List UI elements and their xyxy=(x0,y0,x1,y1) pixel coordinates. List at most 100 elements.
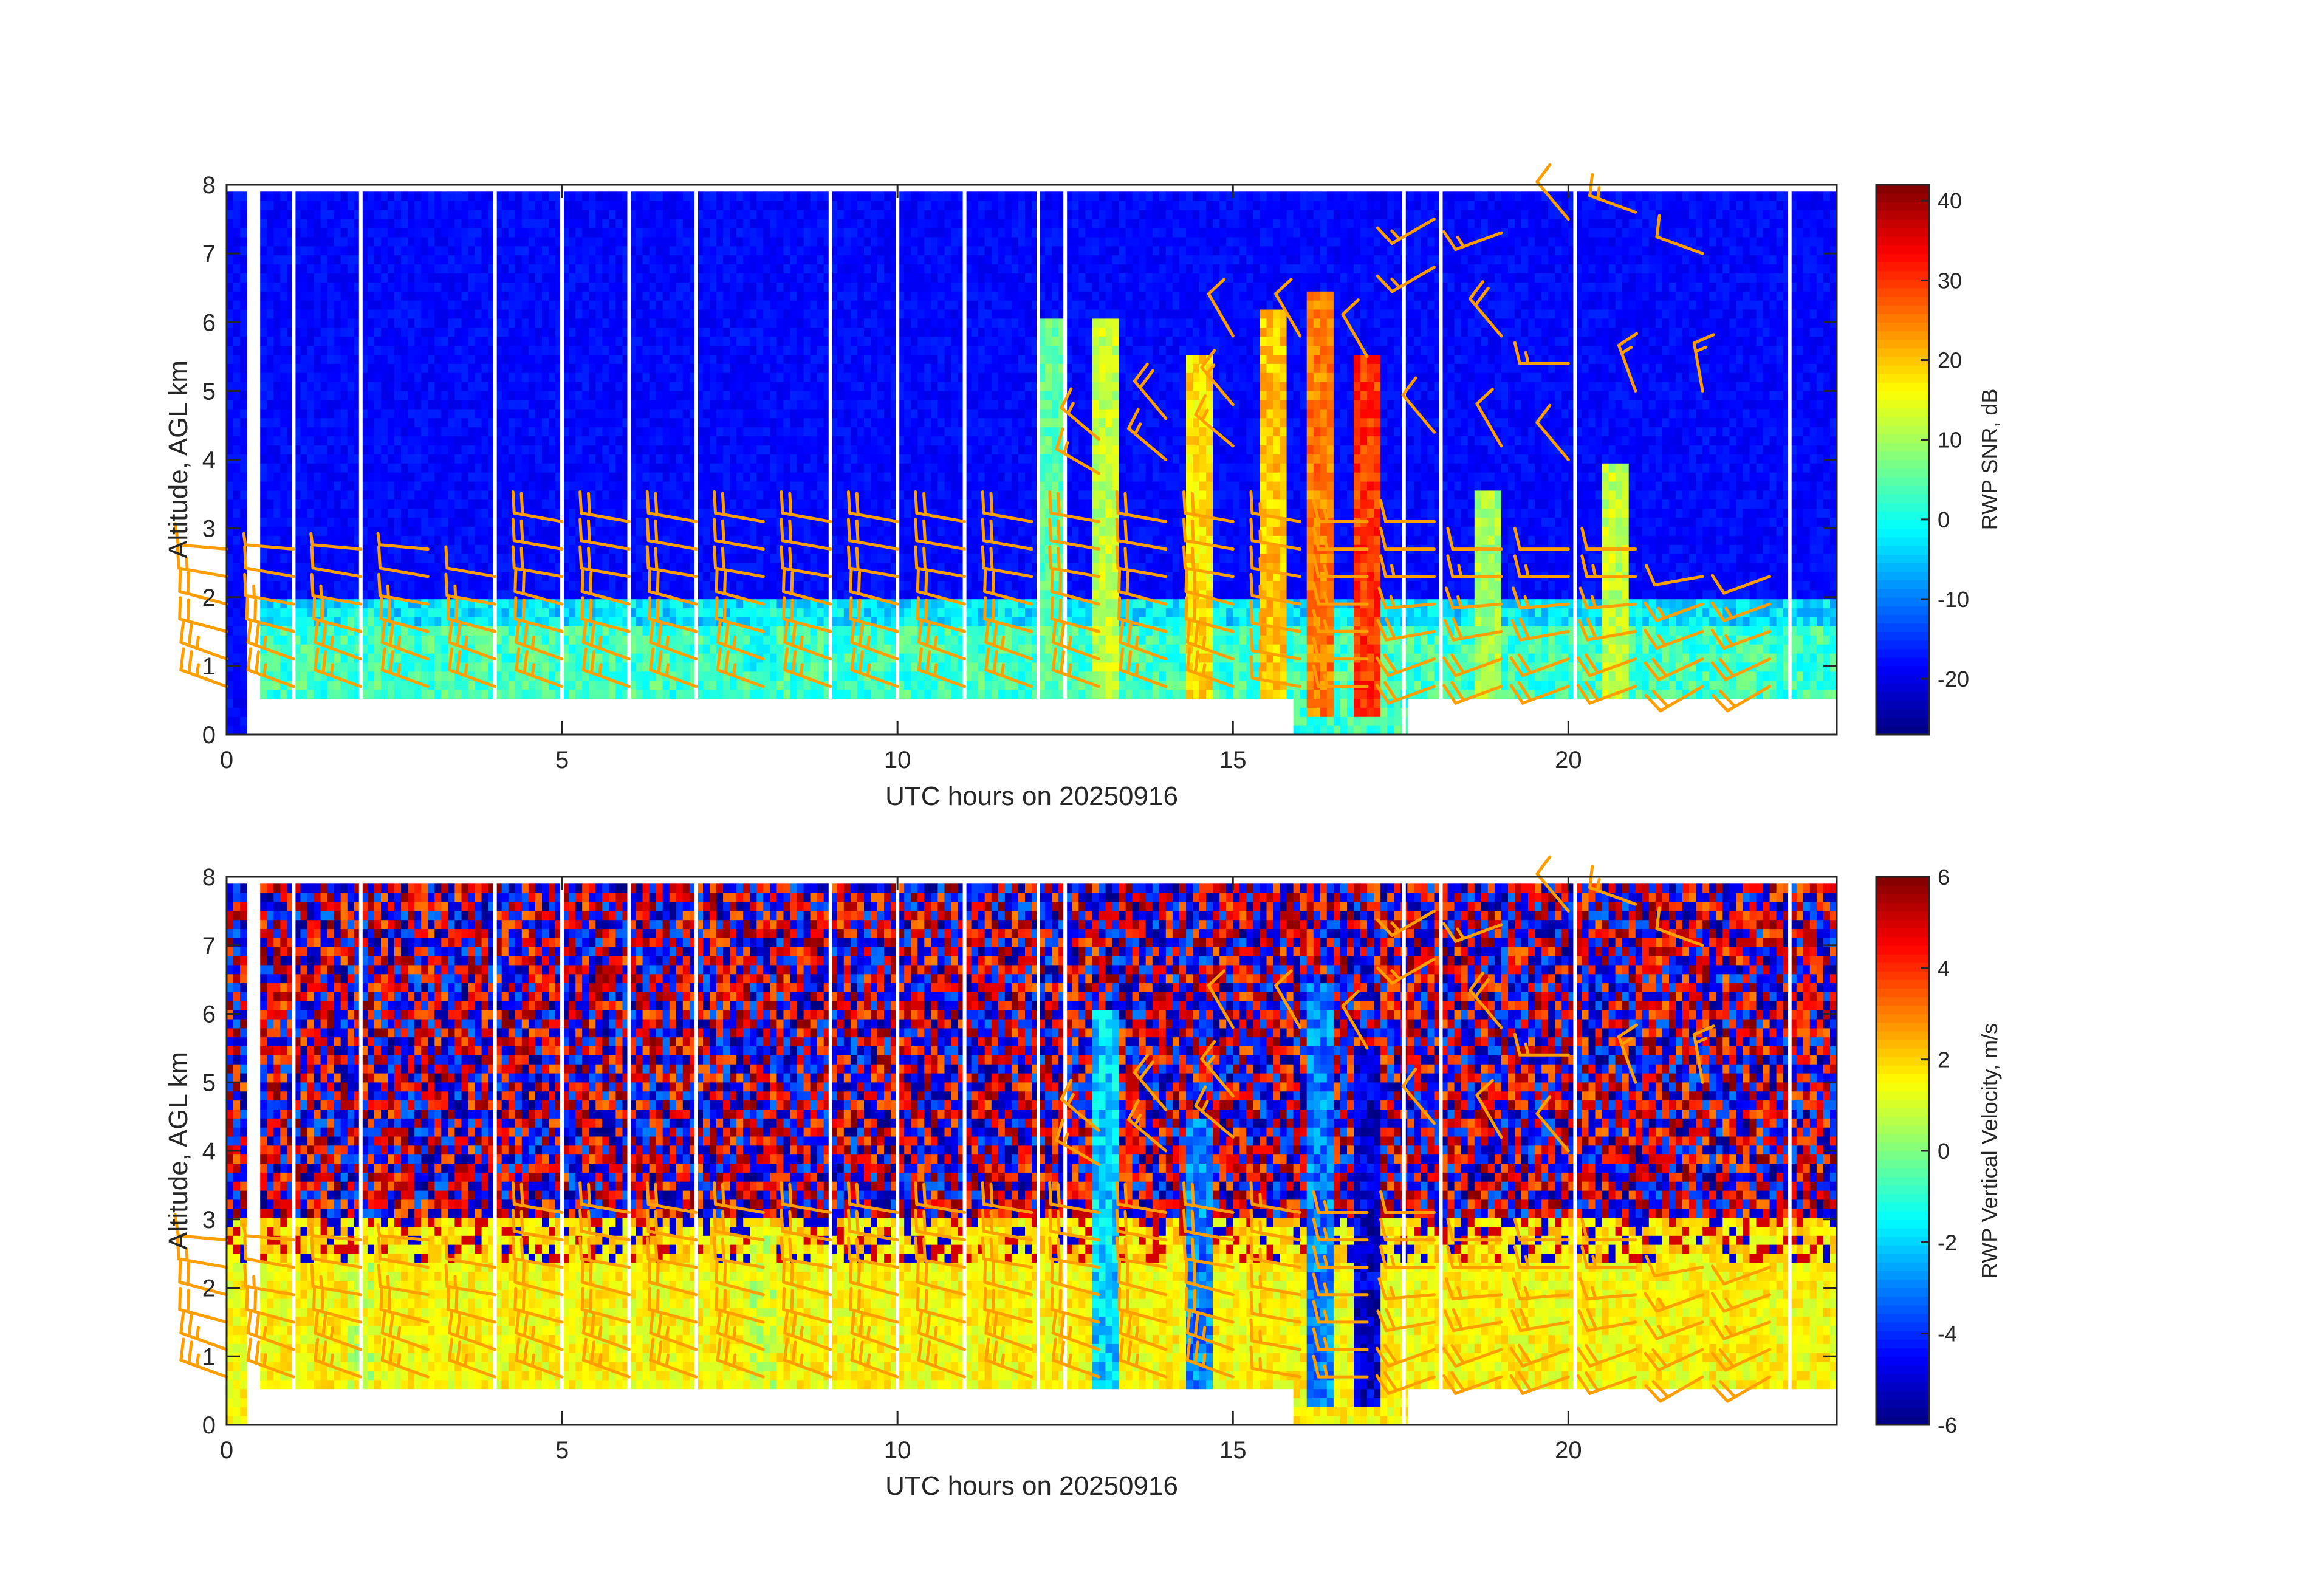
field-cell xyxy=(434,590,442,600)
field-cell xyxy=(341,391,348,400)
field-cell xyxy=(770,363,777,373)
field-cell xyxy=(602,436,609,446)
field-cell xyxy=(756,246,764,256)
field-cell xyxy=(784,210,791,219)
field-cell xyxy=(348,210,355,219)
field-cell xyxy=(374,644,382,654)
field-cell xyxy=(502,391,509,400)
field-cell xyxy=(462,219,469,228)
field-cell xyxy=(408,318,415,328)
field-cell xyxy=(723,472,730,482)
field-cell xyxy=(575,681,583,690)
field-cell xyxy=(750,635,757,645)
field-cell xyxy=(522,255,529,265)
field-cell xyxy=(542,237,549,247)
field-cell xyxy=(535,653,543,663)
field-cell xyxy=(763,445,770,454)
field-cell xyxy=(776,191,784,201)
field-cell xyxy=(582,337,589,346)
field-cell xyxy=(428,363,435,373)
field-cell xyxy=(381,509,388,518)
field-cell xyxy=(602,291,609,301)
field-cell xyxy=(549,201,556,210)
field-cell xyxy=(602,454,609,464)
field-cell xyxy=(394,681,402,690)
field-cell xyxy=(723,427,730,437)
field-cell xyxy=(663,400,670,410)
field-cell xyxy=(582,409,589,419)
field-cell xyxy=(549,237,556,247)
field-cell xyxy=(273,346,281,355)
field-cell xyxy=(448,219,455,228)
field-cell xyxy=(414,563,422,572)
field-cell xyxy=(240,246,247,256)
field-cell xyxy=(515,309,523,319)
field-cell xyxy=(462,400,469,410)
field-cell xyxy=(529,653,536,663)
field-cell xyxy=(240,436,247,446)
field-cell xyxy=(716,309,724,319)
field-cell xyxy=(434,599,442,609)
field-cell xyxy=(307,681,315,690)
field-cell xyxy=(334,363,341,373)
field-cell xyxy=(529,255,536,265)
field-cell xyxy=(227,354,234,364)
field-cell xyxy=(656,354,663,364)
field-cell xyxy=(428,671,435,681)
field-cell xyxy=(408,454,415,464)
field-cell xyxy=(750,526,757,536)
field-cell xyxy=(575,309,583,319)
field-cell xyxy=(475,418,482,428)
field-cell xyxy=(267,255,274,265)
field-cell xyxy=(776,354,784,364)
field-cell xyxy=(233,662,241,672)
field-cell xyxy=(756,191,764,201)
field-cell xyxy=(341,509,348,518)
field-cell xyxy=(502,219,509,228)
field-cell xyxy=(267,454,274,464)
field-cell xyxy=(743,264,750,274)
field-cell xyxy=(260,526,267,536)
field-cell xyxy=(280,309,287,319)
field-cell xyxy=(348,490,355,500)
field-cell xyxy=(475,337,482,346)
field-cell xyxy=(522,690,529,699)
field-cell xyxy=(804,363,811,373)
field-cell xyxy=(374,518,382,527)
field-cell xyxy=(710,372,717,382)
field-cell xyxy=(549,219,556,228)
field-cell xyxy=(509,400,516,410)
field-cell xyxy=(307,690,315,699)
field-cell xyxy=(602,599,609,609)
field-cell xyxy=(468,255,476,265)
field-cell xyxy=(468,264,476,274)
field-cell xyxy=(609,499,616,509)
field-cell xyxy=(716,400,724,410)
field-cell xyxy=(227,653,234,663)
field-cell xyxy=(743,554,750,563)
field-cell xyxy=(595,599,603,609)
field-cell xyxy=(811,318,818,328)
field-cell xyxy=(636,544,643,554)
field-cell xyxy=(595,409,603,419)
field-cell xyxy=(502,282,509,292)
field-cell xyxy=(609,372,616,382)
field-cell xyxy=(509,255,516,265)
field-cell xyxy=(575,626,583,636)
field-cell xyxy=(428,445,435,454)
field-cell xyxy=(804,300,811,310)
field-cell xyxy=(804,690,811,699)
field-cell xyxy=(348,690,355,699)
field-cell xyxy=(750,400,757,410)
field-cell xyxy=(797,626,804,636)
field-cell xyxy=(529,201,536,210)
field-cell xyxy=(482,309,489,319)
field-cell xyxy=(776,291,784,301)
field-cell xyxy=(817,382,824,391)
field-cell xyxy=(475,490,482,500)
field-cell xyxy=(542,191,549,201)
field-cell xyxy=(549,463,556,473)
field-cell xyxy=(227,382,234,391)
field-cell xyxy=(636,337,643,346)
field-cell xyxy=(482,273,489,283)
